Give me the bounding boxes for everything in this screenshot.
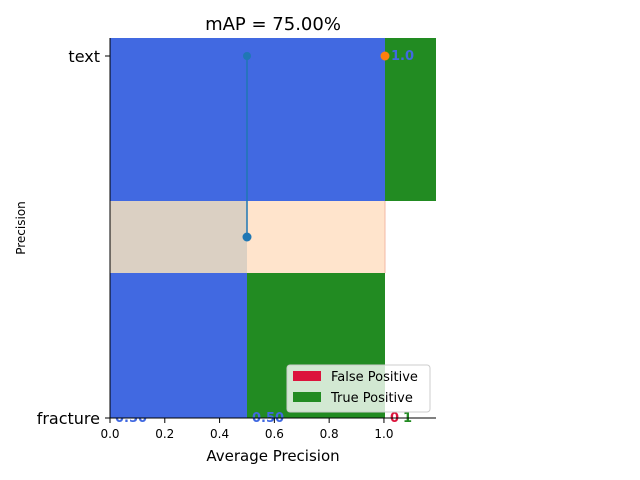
orange-point (380, 51, 390, 61)
plot-area: 1.0 0.50 0.50 0 1 (109, 38, 436, 426)
y-axis-label: Precision (14, 201, 28, 255)
x-tick-label: 0.2 (155, 427, 174, 441)
bar-fracture-blue (110, 273, 247, 418)
legend-label-fp: False Positive (331, 370, 418, 385)
legend-swatch-fp (293, 371, 321, 381)
legend-box (286, 364, 431, 413)
legend-swatch-tp (293, 392, 321, 402)
y-tick-label-text: text (68, 47, 100, 66)
bar-text-green (385, 38, 436, 201)
x-tick-label: 0.6 (265, 427, 284, 441)
band-mid-peach (247, 201, 385, 273)
data-label-text: 1.0 (391, 49, 414, 64)
legend: False Positive True Positive (286, 364, 431, 413)
x-tick-label: 0.0 (100, 427, 119, 441)
band-mid-tan (110, 201, 247, 273)
x-tick-label: 0.4 (210, 427, 229, 441)
y-tick-label-fracture: fracture (37, 409, 100, 428)
precision-point-mid (242, 232, 252, 242)
x-tick-label: 0.8 (320, 427, 339, 441)
legend-label-tp: True Positive (330, 391, 413, 406)
x-axis-label: Average Precision (206, 447, 339, 465)
chart-title: mAP = 75.00% (205, 14, 341, 35)
x-ticks: 0.0 0.2 0.4 0.6 0.8 1.0 (100, 418, 393, 441)
x-tick-label: 1.0 (374, 427, 393, 441)
precision-point-top (243, 52, 251, 60)
